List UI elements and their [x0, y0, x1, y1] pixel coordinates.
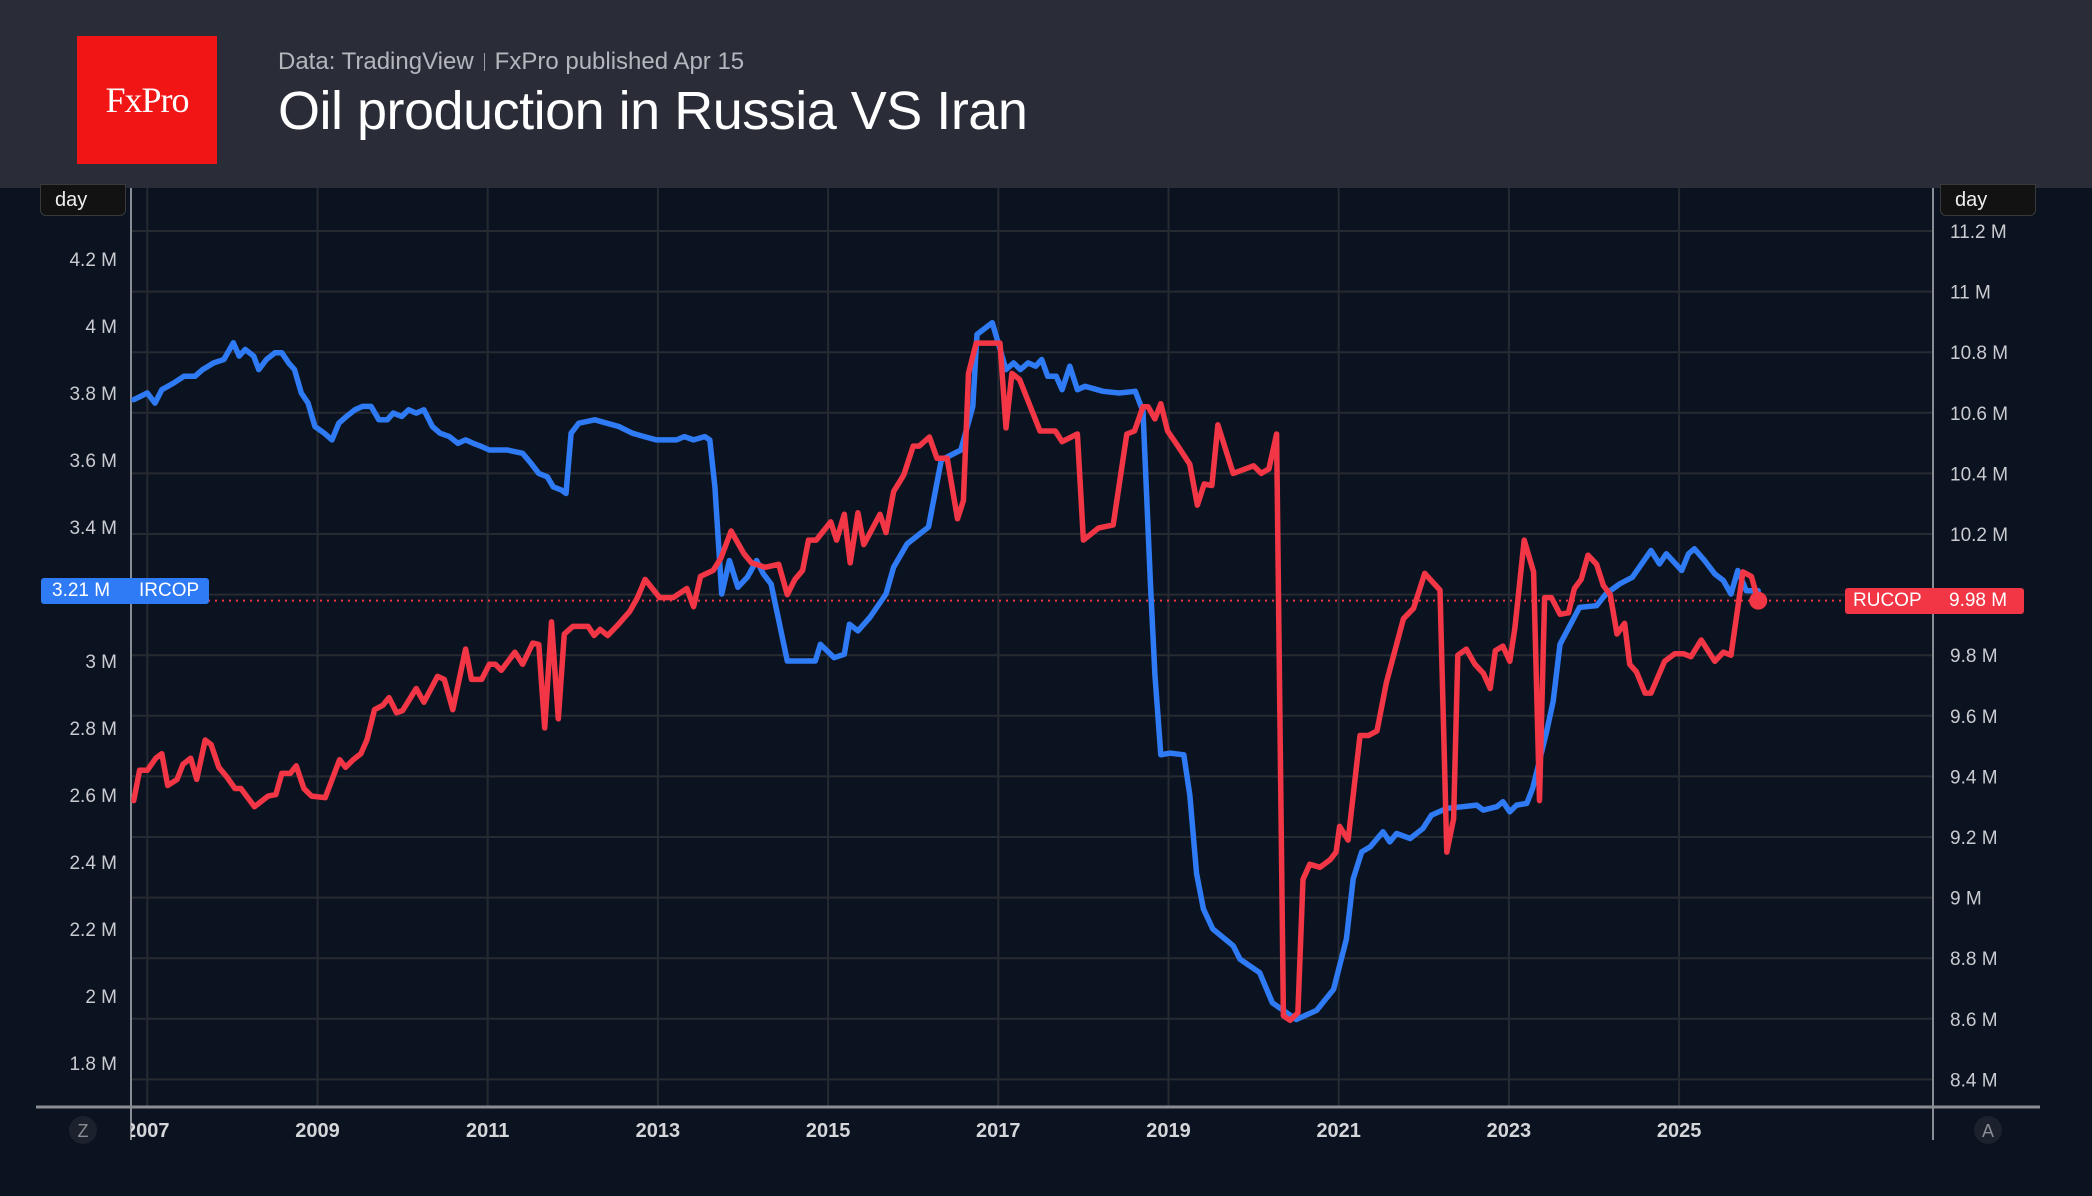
right-tick-label: 8.6 M	[1950, 1010, 1998, 1031]
left-tick-label: 2.4 M	[69, 853, 117, 874]
left-tick-label: 3.8 M	[69, 384, 117, 405]
x-tick-label: 2023	[1487, 1120, 1532, 1142]
left-unit-label: day	[40, 184, 126, 216]
x-tick-label: 2017	[976, 1120, 1021, 1142]
left-tick-label: 3.6 M	[69, 451, 117, 472]
x-tick-label: 2007	[125, 1120, 170, 1142]
logo-text: FxPro	[105, 80, 189, 120]
right-tick-label: 10.2 M	[1950, 525, 2008, 546]
ircop-last-value: 3.21 M	[52, 580, 111, 601]
rucop-last-value: 9.98 M	[1949, 590, 2008, 611]
left-tick-label: 2.8 M	[69, 719, 117, 740]
header: FxPro Data: TradingView FxPro published A…	[0, 0, 2092, 188]
chart-title: Oil production in Russia VS Iran	[278, 81, 1028, 141]
right-tick-label: 8.8 M	[1950, 949, 1998, 970]
right-tick-label: 8.4 M	[1950, 1070, 1998, 1091]
rucop-last-point	[1749, 591, 1768, 610]
left-tick-label: 3.4 M	[69, 518, 117, 539]
right-unit-label: day	[1940, 184, 2036, 216]
zoom-reset-button[interactable]	[69, 1116, 97, 1144]
x-tick-label: 2015	[806, 1120, 851, 1142]
ircop-price-label: 3.21 M IRCOP	[41, 578, 209, 604]
right-tick-label: 10.4 M	[1950, 464, 2008, 485]
auto-scale-button-label: A	[1982, 1121, 1994, 1141]
left-tick-label: 4 M	[85, 317, 117, 338]
published-date: FxPro published Apr 15	[494, 48, 745, 75]
subtitle: Data: TradingView FxPro published Apr 15	[278, 48, 744, 76]
x-tick-label: 2013	[636, 1120, 681, 1142]
auto-scale-button[interactable]	[1974, 1116, 2002, 1144]
right-tick-label: 9 M	[1950, 889, 1982, 910]
x-tick-label: 2019	[1146, 1120, 1191, 1142]
ircop-line	[131, 319, 1761, 1023]
left-tick-label: 4.2 M	[69, 250, 117, 271]
x-tick-label: 2011	[466, 1120, 509, 1142]
right-tick-label: 9.2 M	[1950, 828, 1998, 849]
rucop-series-name: RUCOP	[1853, 590, 1922, 611]
right-tick-label: 9.8 M	[1950, 646, 1998, 667]
right-tick-label: 10.6 M	[1950, 404, 2008, 425]
left-tick-label: 2.6 M	[69, 786, 117, 807]
zoom-reset-button-label: Z	[78, 1121, 89, 1141]
x-tick-label: 2009	[295, 1120, 340, 1142]
fxpro-logo: FxPro	[77, 36, 217, 164]
rucop-line	[131, 340, 1761, 1024]
right-tick-label: 9.6 M	[1950, 707, 1998, 728]
x-tick-label: 2021	[1316, 1120, 1361, 1142]
right-tick-label: 11.2 M	[1950, 222, 2007, 243]
left-tick-label: 1.8 M	[69, 1054, 117, 1075]
separator	[483, 53, 485, 71]
left-tick-label: 2.2 M	[69, 920, 117, 941]
ircop-series-name: IRCOP	[139, 580, 200, 601]
left-tick-label: 3 M	[85, 652, 117, 673]
right-tick-label: 10.8 M	[1950, 343, 2008, 364]
left-tick-label: 2 M	[85, 987, 117, 1008]
right-tick-label: 11 M	[1950, 283, 1991, 304]
right-tick-label: 9.4 M	[1950, 767, 1998, 788]
rucop-price-label: RUCOP 9.98 M	[1845, 588, 2024, 614]
data-source: Data: TradingView	[278, 48, 474, 75]
x-tick-label: 2025	[1657, 1120, 1702, 1142]
